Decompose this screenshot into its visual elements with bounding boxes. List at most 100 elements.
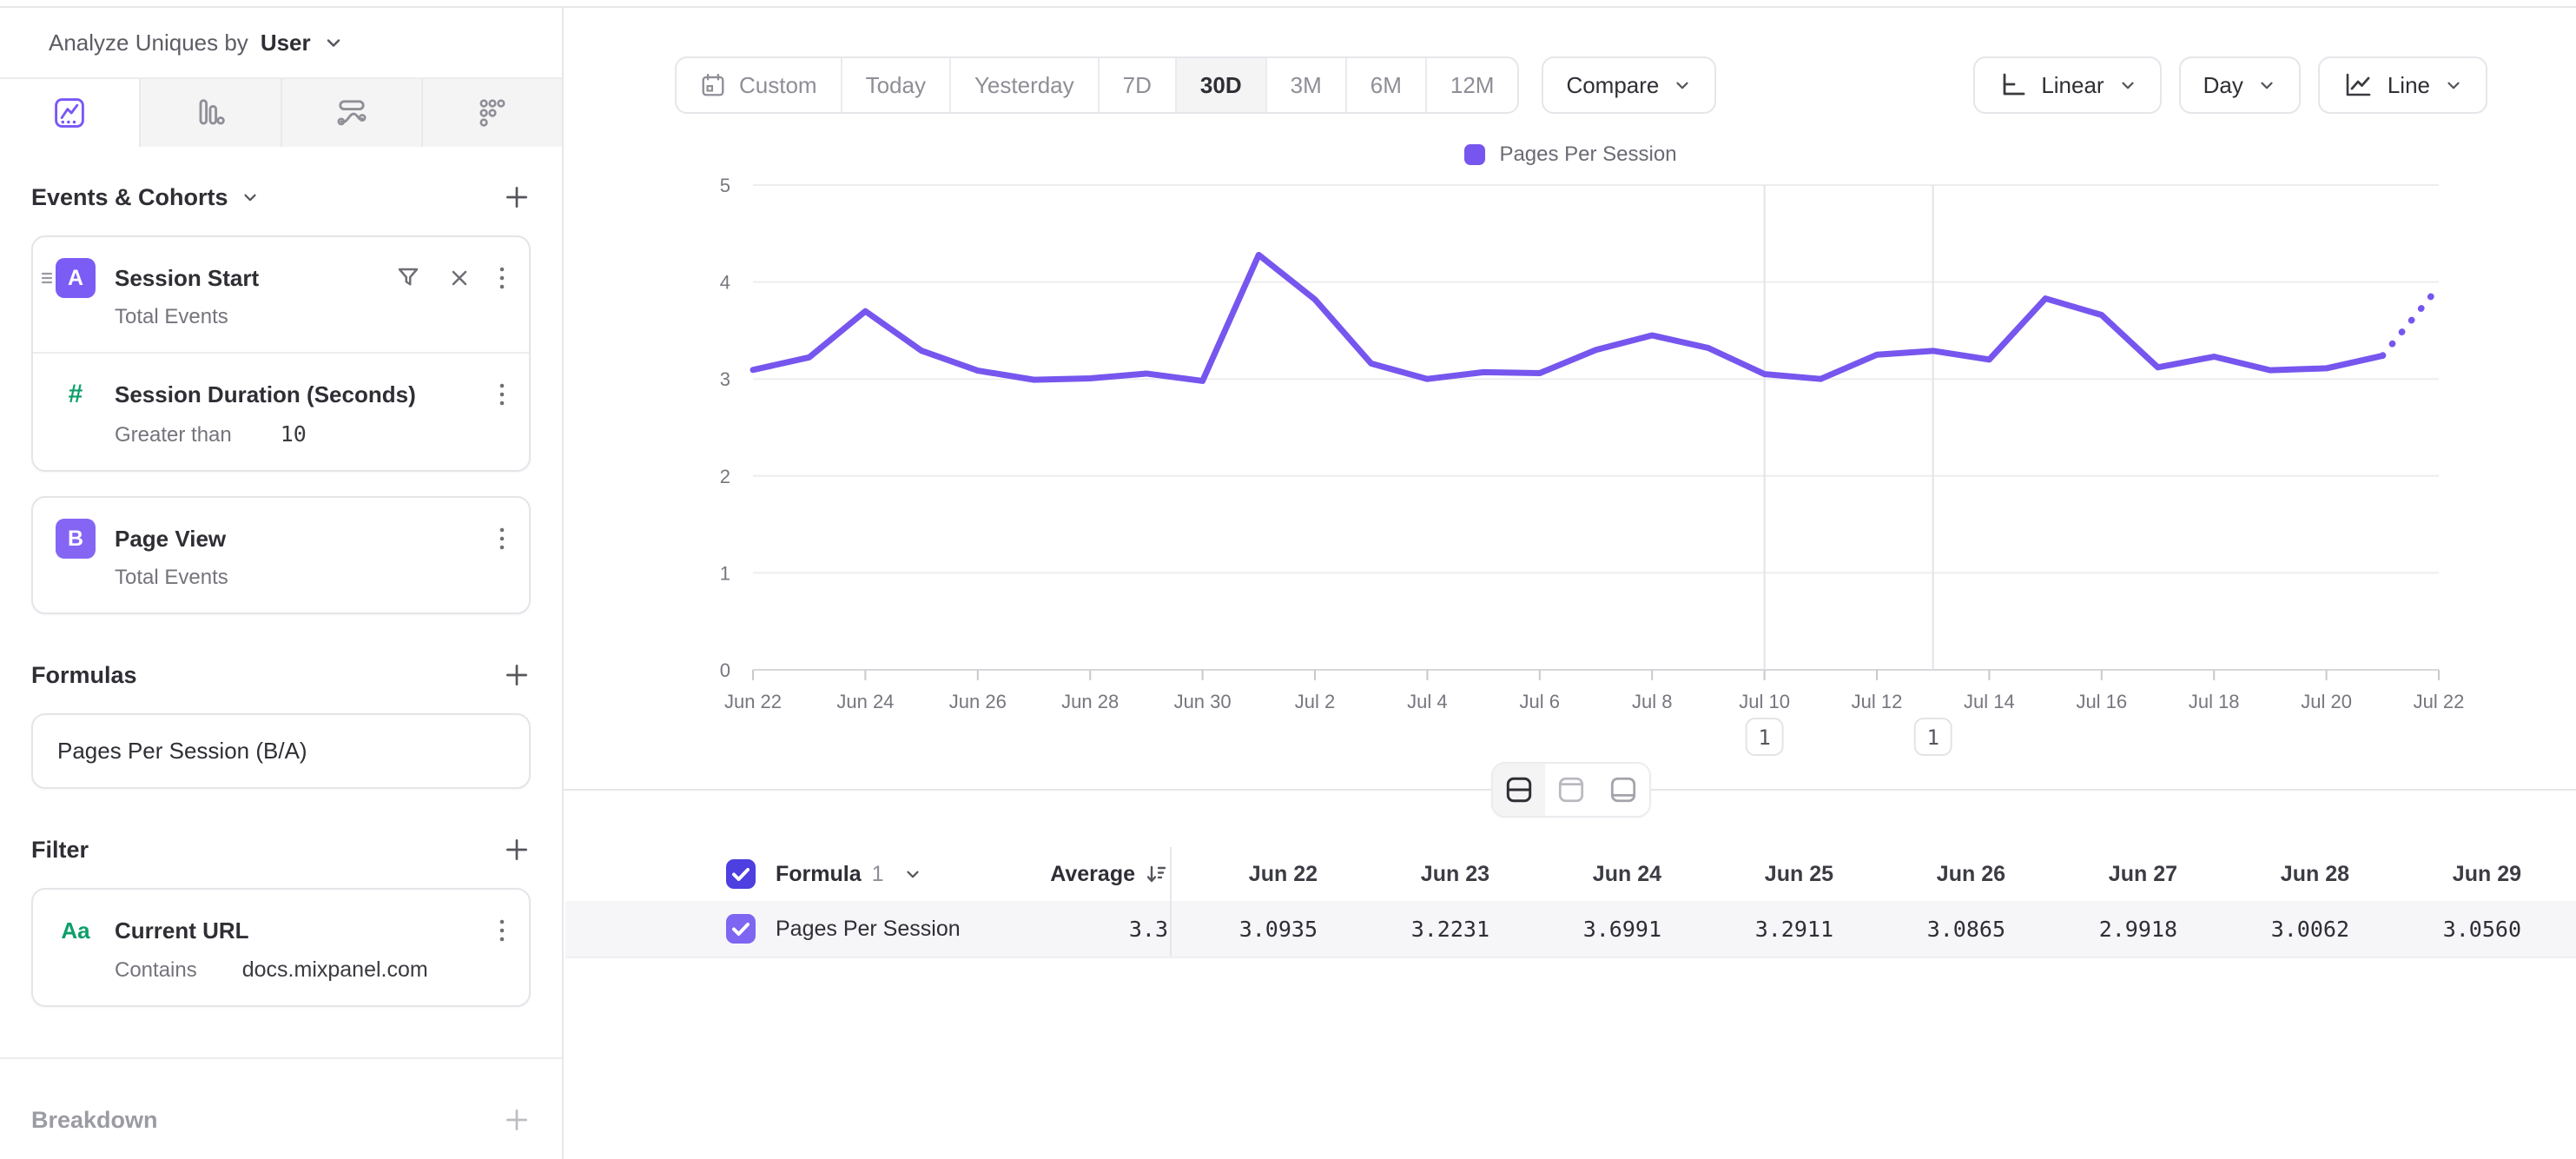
range-7d[interactable]: 7D <box>1099 58 1177 112</box>
scale-selector-button[interactable]: Linear <box>1973 56 2162 114</box>
granularity-selector-button[interactable]: Day <box>2178 56 2301 114</box>
top-border <box>0 6 2576 8</box>
svg-text:Jun 24: Jun 24 <box>836 691 894 712</box>
chevron-down-icon[interactable] <box>903 864 922 884</box>
kebab-menu-icon[interactable] <box>498 265 506 291</box>
event-measure[interactable]: Total Events <box>115 305 228 328</box>
event-title[interactable]: Session Start <box>115 264 260 291</box>
insights-line-chart-icon <box>50 94 89 132</box>
table-value-cell: 3.0935 <box>1238 916 1318 942</box>
date-column-header[interactable]: Jun 25 <box>1764 861 1833 886</box>
tab-funnels[interactable] <box>141 79 282 147</box>
tab-flows[interactable] <box>281 79 423 147</box>
range-yesterday[interactable]: Yesterday <box>950 58 1100 112</box>
svg-text:Jun 22: Jun 22 <box>724 691 782 712</box>
svg-text:0: 0 <box>720 659 730 681</box>
svg-text:1: 1 <box>720 562 730 584</box>
range-today[interactable]: Today <box>842 58 951 112</box>
svg-text:4: 4 <box>720 272 730 294</box>
condition-value[interactable]: docs.mixpanel.com <box>241 957 428 982</box>
range-custom[interactable]: Custom <box>677 58 842 112</box>
table-value-cell: 2.9918 <box>2098 916 2177 942</box>
add-breakdown-button[interactable] <box>503 1106 531 1134</box>
add-event-button[interactable] <box>503 183 531 211</box>
date-column-header[interactable]: Jun 26 <box>1936 861 2005 886</box>
event-row[interactable]: A Session Start <box>33 237 529 305</box>
svg-text:1: 1 <box>1926 725 1939 750</box>
filter-icon[interactable] <box>395 265 421 291</box>
date-column-header[interactable]: Jun 23 <box>1420 861 1489 886</box>
date-column-header[interactable]: Jun 28 <box>2280 861 2349 886</box>
column-divider <box>1170 847 1172 901</box>
chevron-down-icon[interactable] <box>323 32 344 53</box>
kebab-menu-icon[interactable] <box>498 381 506 407</box>
svg-text:1: 1 <box>1758 725 1770 750</box>
events-section-header: Events & Cohorts <box>31 183 531 211</box>
event-letter-badge: B <box>56 519 96 559</box>
chevron-down-icon <box>2444 76 2463 95</box>
series-name: Pages Per Session <box>776 916 961 941</box>
event-card-session-start: A Session Start Total Events # Session D… <box>31 235 531 472</box>
line-chart-icon <box>2342 70 2374 100</box>
layout-chart-only-button[interactable] <box>1544 764 1597 816</box>
legend-swatch <box>1464 144 1486 165</box>
range-30d-active[interactable]: 30D <box>1176 58 1267 112</box>
table-value-cell: 3.2911 <box>1754 916 1833 942</box>
average-column-header[interactable]: Average <box>1014 862 1168 887</box>
events-section-title[interactable]: Events & Cohorts <box>31 183 228 210</box>
group-label[interactable]: Formula <box>776 861 862 886</box>
layout-table-only-button[interactable] <box>1596 764 1649 816</box>
condition-value[interactable]: 10 <box>280 421 307 447</box>
chart-legend: Pages Per Session <box>565 136 2576 173</box>
analyze-by-header: Analyze Uniques by User <box>0 8 562 79</box>
event-card-page-view: B Page View Total Events <box>31 496 531 614</box>
date-column-headers: Jun 22 Jun 23 Jun 24 Jun 25 Jun 26 Jun 27 Jun … <box>1172 862 2547 887</box>
date-column-header[interactable]: Jun 27 <box>2108 861 2177 886</box>
filter-condition[interactable]: Contains docs.mixpanel.com <box>33 957 529 1005</box>
layout-split-view-button[interactable] <box>1492 764 1545 816</box>
condition-operator[interactable]: Contains <box>115 958 197 982</box>
condition-operator[interactable]: Greater than <box>115 423 232 447</box>
range-6m[interactable]: 6M <box>1346 58 1427 112</box>
tab-insights[interactable] <box>0 79 142 147</box>
drag-handle-icon[interactable] <box>39 267 55 288</box>
range-3m[interactable]: 3M <box>1266 58 1347 112</box>
formulas-section-header: Formulas <box>31 661 531 689</box>
filter-title[interactable]: Current URL <box>115 917 249 944</box>
chevron-down-icon[interactable] <box>241 188 260 207</box>
formula-card[interactable]: Pages Per Session (B/A) <box>31 713 531 789</box>
add-formula-button[interactable] <box>503 661 531 689</box>
date-column-header[interactable]: Jun 24 <box>1592 861 1661 886</box>
svg-text:Jun 28: Jun 28 <box>1061 691 1119 712</box>
event-title[interactable]: Page View <box>115 525 227 552</box>
kebab-menu-icon[interactable] <box>498 526 506 552</box>
property-title[interactable]: Session Duration (Seconds) <box>115 381 416 407</box>
add-filter-button[interactable] <box>503 836 531 864</box>
funnels-bars-icon <box>191 94 229 132</box>
svg-text:3: 3 <box>720 368 730 390</box>
legend-label: Pages Per Session <box>1499 142 1677 166</box>
date-column-header[interactable]: Jun 22 <box>1248 861 1318 886</box>
average-value: 3.3 <box>1128 916 1168 942</box>
event-row[interactable]: B Page View <box>33 498 529 566</box>
range-12m[interactable]: 12M <box>1426 58 1518 112</box>
event-measure[interactable]: Total Events <box>115 566 228 589</box>
report-type-tabs <box>0 79 562 147</box>
breakdown-section-header: Breakdown <box>31 1106 531 1134</box>
filter-row[interactable]: Aa Current URL <box>33 890 529 957</box>
line-chart[interactable]: 0 1 2 3 4 5 1 1 Jun 22 Jun 24 Jun 26 Jun 28 Jun 30 Ju… <box>565 173 2576 760</box>
kebab-menu-icon[interactable] <box>498 917 506 944</box>
table-row[interactable]: Pages Per Session 3.3 3.0935 3.2231 3.6991… <box>565 901 2576 958</box>
chart-type-selector-button[interactable]: Line <box>2317 56 2487 114</box>
compare-button[interactable]: Compare <box>1542 56 1717 114</box>
numeric-property-row[interactable]: # Session Duration (Seconds) <box>33 354 529 421</box>
date-column-header[interactable]: Jun 29 <box>2452 861 2521 886</box>
analyze-by-value[interactable]: User <box>260 29 311 56</box>
select-all-checkbox[interactable] <box>725 858 756 890</box>
layout-toggle-group <box>1490 762 1651 818</box>
tab-retention[interactable] <box>422 79 562 147</box>
remove-icon[interactable] <box>447 266 472 290</box>
property-condition[interactable]: Greater than 10 <box>33 421 529 470</box>
row-checkbox[interactable] <box>725 913 756 944</box>
